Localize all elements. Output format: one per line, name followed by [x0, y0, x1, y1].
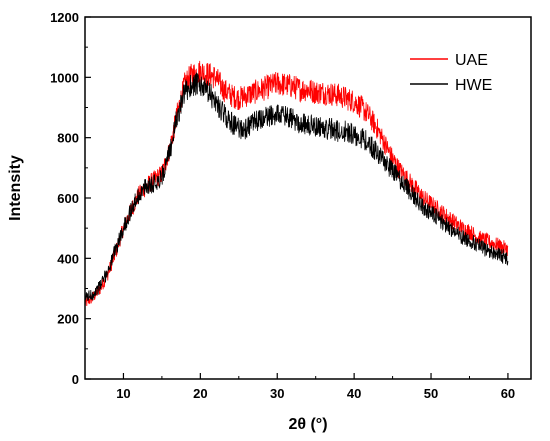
x-tick-label: 10	[116, 386, 130, 401]
legend-label-hwe: HWE	[455, 77, 492, 94]
x-axis-title: 2θ (°)	[288, 416, 327, 433]
x-tick-label: 60	[501, 386, 515, 401]
y-tick-label: 0	[72, 372, 79, 387]
y-tick-label: 800	[57, 131, 79, 146]
y-axis-title: Intensity	[7, 155, 24, 221]
y-tick-label: 1000	[50, 70, 79, 85]
x-tick-label: 40	[347, 386, 361, 401]
series-layer	[84, 60, 509, 307]
y-tick-label: 600	[57, 191, 79, 206]
series-line-hwe	[84, 72, 509, 301]
x-tick-label: 30	[270, 386, 284, 401]
y-tick-label: 400	[57, 251, 79, 266]
series-line-uae	[84, 60, 509, 307]
y-tick-label: 1200	[50, 10, 79, 25]
legend-label-uae: UAE	[455, 52, 488, 69]
x-tick-label: 50	[424, 386, 438, 401]
legend: UAE HWE	[410, 52, 492, 94]
x-tick-label: 20	[193, 386, 207, 401]
y-tick-label: 200	[57, 312, 79, 327]
plot-frame	[84, 16, 532, 380]
